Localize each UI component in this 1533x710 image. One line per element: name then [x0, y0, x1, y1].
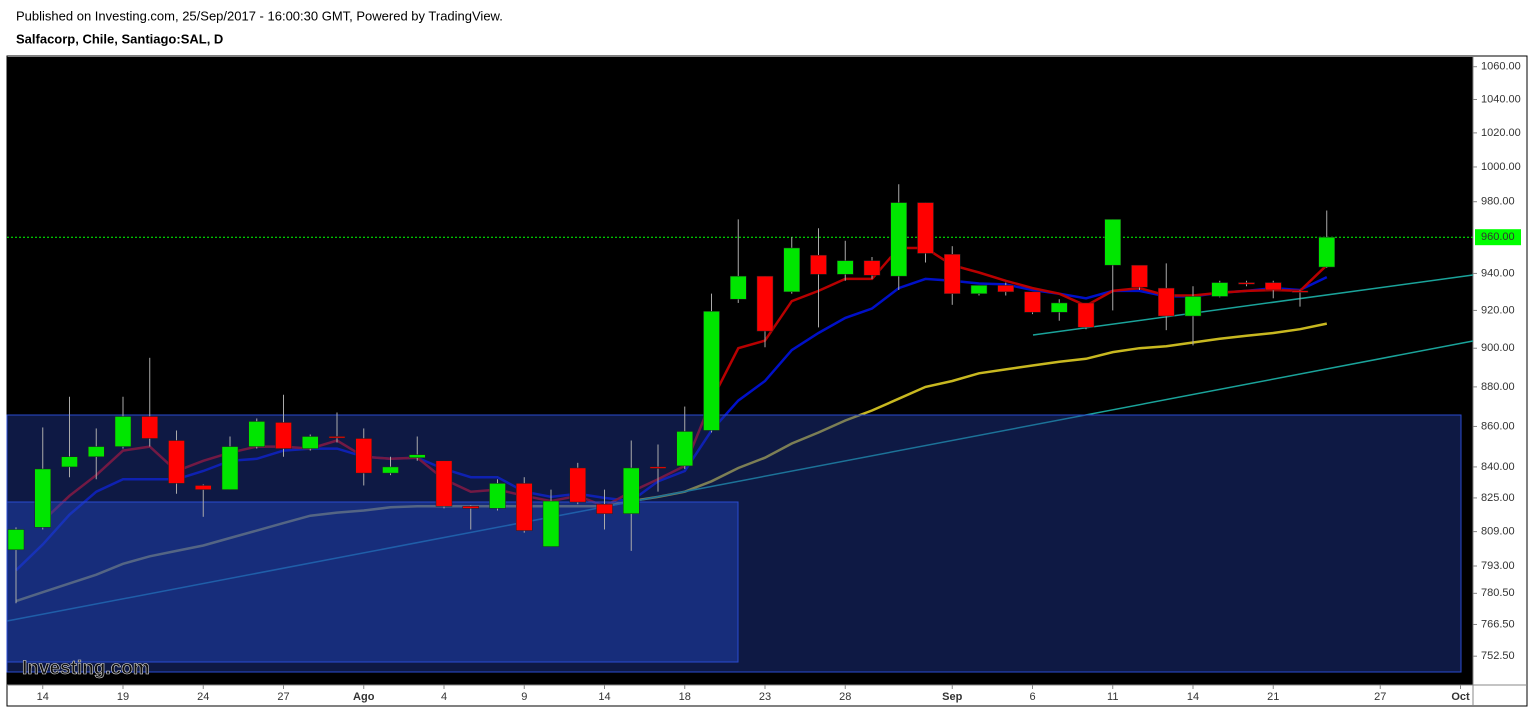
candle-body — [328, 436, 346, 439]
candle-body — [649, 466, 667, 469]
x-tick-label: 14 — [1187, 691, 1199, 703]
candle-body — [275, 422, 292, 449]
candle-body — [1318, 236, 1335, 268]
range-box — [6, 414, 1462, 673]
candle-body — [435, 460, 453, 507]
x-tick-label: 28 — [839, 691, 851, 703]
candle-body — [61, 456, 78, 468]
candle-body — [837, 260, 854, 275]
x-tick-label: 14 — [37, 691, 49, 703]
candle-body — [1184, 296, 1202, 317]
candle-body — [997, 285, 1014, 293]
y-tick-label: 1000.00 — [1481, 161, 1521, 173]
range-box — [6, 501, 739, 663]
candle-body — [623, 467, 640, 514]
y-tick-label: 940.00 — [1481, 267, 1515, 279]
trendline — [1032, 274, 1474, 336]
x-tick-label: 27 — [277, 691, 289, 703]
candle-body — [1265, 282, 1282, 291]
trendline — [6, 340, 1474, 622]
candle-body — [248, 421, 265, 447]
x-tick-label: 19 — [117, 691, 129, 703]
y-tick-label: 880.00 — [1481, 381, 1515, 393]
candle-body — [1131, 264, 1148, 288]
chart-title: Salfacorp, Chile, Santiago:SAL, D — [16, 31, 223, 46]
candle-body — [676, 431, 693, 467]
candle-body — [917, 202, 934, 254]
last-price-box — [1475, 229, 1521, 246]
candle-body — [890, 202, 907, 277]
candle-body — [195, 485, 212, 490]
source-note: Published on Investing.com, 25/Sep/2017 … — [16, 8, 503, 23]
candle-body — [1024, 291, 1041, 313]
last-price-label: 960.00 — [1481, 231, 1515, 243]
candle-body — [783, 247, 800, 293]
x-tick-label: 27 — [1374, 691, 1386, 703]
candle-body — [168, 440, 185, 484]
x-tick-label: 6 — [1029, 691, 1035, 703]
candle-body — [1211, 282, 1228, 297]
candle-body — [516, 483, 533, 531]
y-tick-label: 1020.00 — [1481, 127, 1521, 139]
candle-body — [703, 311, 720, 431]
candle-body — [1104, 219, 1121, 266]
y-tick-label: 793.00 — [1481, 560, 1515, 572]
y-tick-label: 1040.00 — [1481, 93, 1521, 105]
candle-body — [1158, 287, 1175, 317]
candle-body — [863, 260, 881, 276]
watermark: Investing.com — [22, 658, 150, 679]
candle-body — [489, 483, 506, 509]
candle-body — [382, 466, 399, 474]
candle-body — [596, 503, 613, 514]
candle-body — [462, 506, 479, 509]
plot-area — [7, 57, 1473, 685]
x-tick-label: 18 — [679, 691, 691, 703]
overlay — [7, 184, 1335, 604]
candle-body — [944, 254, 961, 294]
y-tick-label: 1060.00 — [1481, 61, 1521, 73]
candle-body — [141, 416, 158, 439]
candle-body — [7, 529, 25, 551]
candle-body — [114, 416, 132, 447]
y-tick-label: 860.00 — [1481, 420, 1515, 432]
y-tick-label: 980.00 — [1481, 196, 1515, 208]
candle-body — [302, 436, 319, 449]
y-tick-label: 780.50 — [1481, 587, 1515, 599]
x-tick-label: Ago — [353, 691, 375, 703]
candle-body — [221, 446, 239, 490]
y-tick-label: 900.00 — [1481, 342, 1515, 354]
candle-body — [88, 446, 105, 457]
x-tick-label: 11 — [1107, 691, 1118, 703]
x-tick-label: 23 — [759, 691, 771, 703]
candle-body — [409, 454, 426, 458]
x-tick-label: 14 — [598, 691, 610, 703]
candle-body — [34, 468, 51, 528]
y-tick-label: 766.50 — [1481, 618, 1515, 630]
candle-body — [970, 285, 988, 294]
y-tick-label: 920.00 — [1481, 304, 1515, 316]
candle-body — [355, 438, 372, 474]
x-tick-label: 21 — [1267, 691, 1279, 703]
candle-body — [569, 467, 586, 503]
y-tick-label: 825.00 — [1481, 492, 1515, 504]
y-tick-label: 809.00 — [1481, 526, 1515, 538]
x-tick-label: 9 — [521, 691, 527, 703]
candle-body — [542, 500, 560, 547]
x-tick-label: Oct — [1451, 691, 1470, 703]
x-tick-label: Sep — [942, 691, 962, 703]
candle-body — [756, 275, 774, 332]
x-tick-label: 24 — [197, 691, 209, 703]
candle-body — [810, 254, 827, 275]
candle-body — [730, 275, 747, 300]
candle-body — [1291, 290, 1309, 293]
candle-body — [1238, 282, 1255, 285]
candle-body — [1077, 302, 1095, 328]
y-tick-label: 840.00 — [1481, 461, 1515, 473]
x-tick-label: 4 — [441, 691, 447, 703]
y-tick-label: 752.50 — [1481, 650, 1515, 662]
candle-body — [1051, 302, 1068, 313]
